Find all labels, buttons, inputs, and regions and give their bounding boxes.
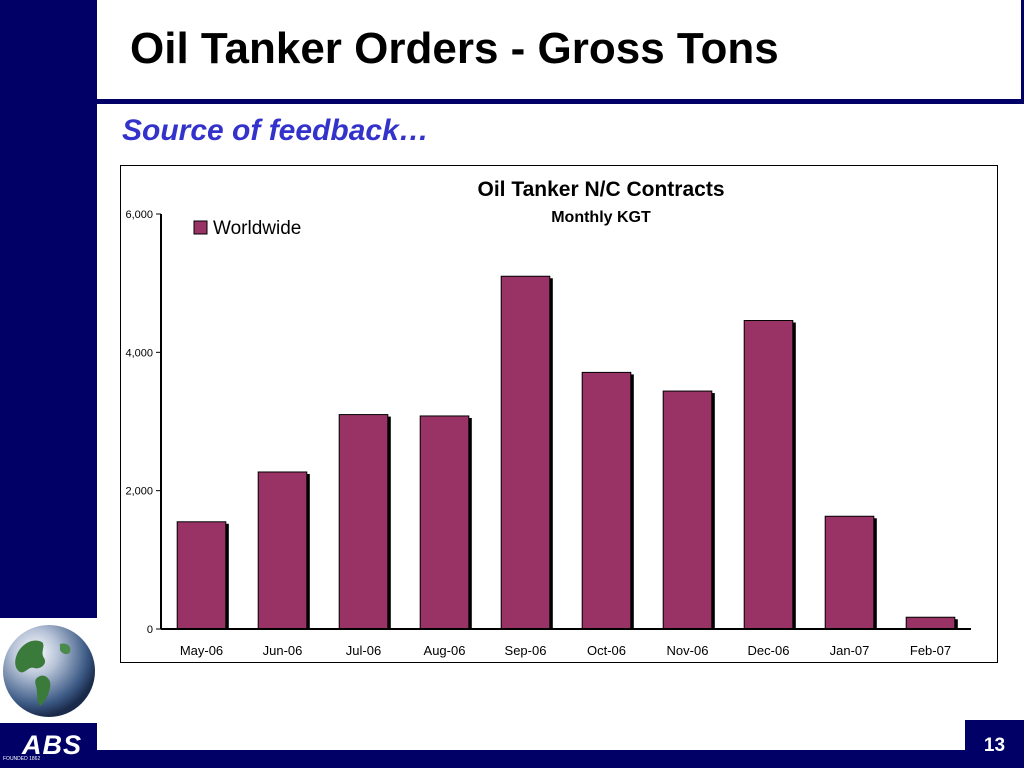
x-tick-label: Oct-06 xyxy=(587,643,626,658)
y-tick-label: 0 xyxy=(147,624,153,636)
legend: Worldwide xyxy=(193,218,301,239)
abs-logo: ABS xyxy=(22,730,83,760)
bar-jun-06 xyxy=(257,471,308,630)
legend-swatch-worldwide xyxy=(193,220,208,235)
chart-title: Oil Tanker N/C Contracts xyxy=(478,178,725,201)
chart-subtitle: Monthly KGT xyxy=(551,209,651,226)
x-tick-label: Nov-06 xyxy=(667,643,709,658)
bar-feb-07 xyxy=(905,616,956,630)
logo-tagline: FOUNDED 1862 xyxy=(3,756,41,762)
page-number: 13 xyxy=(983,735,1006,756)
x-tick-label: Jun-06 xyxy=(263,643,303,658)
x-axis: May-06 Jun-06 Jul-06 Aug-06 Sep-06 Oct-06 Nov-… xyxy=(161,628,971,658)
bar-chart: Oil Tanker N/C Contracts Monthly KGT 0 2,… xyxy=(125,178,971,658)
slide-subtitle: Source of feedback… xyxy=(122,114,429,147)
bars-group xyxy=(176,275,958,630)
right-accent-edge xyxy=(1021,0,1024,104)
y-axis: 0 2,000 4,000 6,000 xyxy=(125,209,162,636)
bar-oct-06 xyxy=(581,371,632,630)
bar-may-06 xyxy=(176,521,227,630)
x-tick-label: Feb-07 xyxy=(910,643,951,658)
x-tick-label: Dec-06 xyxy=(748,643,790,658)
x-tick-label: May-06 xyxy=(180,643,223,658)
page-number-box xyxy=(965,720,1024,768)
y-tick-label: 2,000 xyxy=(125,486,153,498)
y-tick-label: 6,000 xyxy=(125,209,153,221)
bar-nov-06 xyxy=(662,390,713,630)
title-underline-rule xyxy=(97,99,1024,104)
bar-aug-06 xyxy=(419,415,470,630)
globe-icon xyxy=(3,625,95,717)
bar-jul-06 xyxy=(338,414,389,630)
chart-frame: Oil Tanker N/C Contracts Monthly KGT 0 2,… xyxy=(120,165,998,663)
legend-label-worldwide: Worldwide xyxy=(213,218,301,239)
slide-title: Oil Tanker Orders - Gross Tons xyxy=(130,24,779,73)
x-tick-label: Sep-06 xyxy=(505,643,547,658)
x-tick-label: Jul-06 xyxy=(346,643,381,658)
bar-dec-06 xyxy=(743,320,794,630)
footer-bar xyxy=(0,750,1024,768)
left-accent-bar xyxy=(0,0,97,618)
x-tick-label: Jan-07 xyxy=(830,643,870,658)
bar-jan-07 xyxy=(824,515,875,630)
bar-sep-06 xyxy=(500,275,551,630)
x-tick-label: Aug-06 xyxy=(424,643,466,658)
y-tick-label: 4,000 xyxy=(125,347,153,359)
